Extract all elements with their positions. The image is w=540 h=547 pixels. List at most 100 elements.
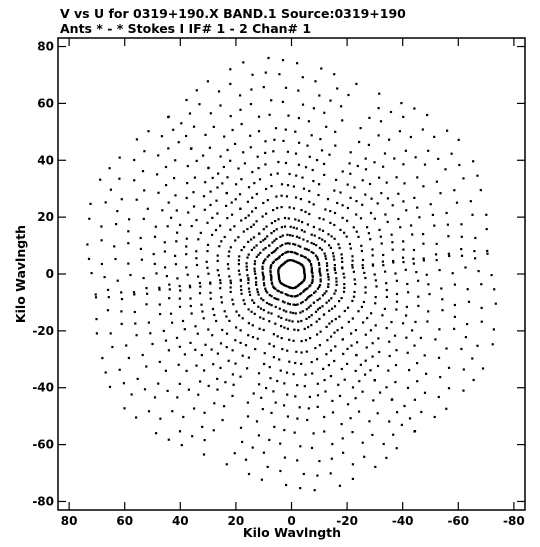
uv-point (300, 209, 303, 212)
uv-point (226, 176, 229, 179)
uv-point (299, 487, 302, 490)
uv-point (130, 393, 133, 396)
uv-point (311, 280, 314, 283)
uv-point (402, 240, 405, 243)
uv-point (227, 267, 230, 270)
uv-point (262, 451, 265, 454)
uv-point (237, 259, 240, 262)
uv-point (310, 233, 313, 236)
uv-point (277, 218, 280, 221)
uv-point (276, 289, 279, 292)
uv-point (330, 297, 333, 300)
uv-point (458, 163, 461, 167)
x-tick-label: 60 (116, 514, 133, 528)
uv-point (273, 425, 276, 428)
uv-point (299, 311, 302, 314)
uv-point (266, 465, 269, 468)
uv-point (299, 302, 303, 305)
uv-point (247, 472, 251, 476)
uv-point (237, 263, 240, 266)
uv-point (310, 361, 313, 364)
uv-point (326, 339, 329, 342)
uv-point (299, 254, 302, 257)
uv-point (206, 243, 210, 246)
uv-point (423, 354, 426, 357)
uv-point (166, 389, 169, 392)
uv-point (157, 154, 160, 157)
uv-point (277, 290, 280, 293)
uv-point (301, 310, 304, 313)
uv-point (342, 290, 346, 293)
uv-point (283, 404, 286, 407)
uv-point (302, 187, 306, 190)
uv-point (460, 235, 463, 238)
uv-point (190, 312, 193, 315)
uv-point (314, 347, 317, 350)
uv-point (251, 336, 255, 339)
uv-point (354, 329, 357, 332)
uv-point (187, 388, 190, 391)
x-tick-label: 20 (228, 514, 245, 528)
uv-point (231, 349, 234, 352)
uv-point (272, 390, 275, 393)
uv-point (360, 249, 363, 253)
uv-point (287, 286, 291, 289)
uv-point (270, 99, 273, 102)
uv-point (312, 242, 315, 246)
uv-point (388, 138, 391, 141)
uv-point (233, 225, 236, 228)
uv-point (195, 257, 198, 260)
uv-point (352, 226, 355, 229)
uv-point (220, 240, 223, 243)
uv-point (308, 295, 311, 298)
uv-point (477, 270, 480, 273)
uv-point (225, 315, 228, 318)
uv-point (262, 328, 265, 332)
uv-point (255, 281, 258, 284)
uv-point (438, 328, 441, 331)
uv-point (231, 298, 234, 301)
uv-point (273, 138, 276, 141)
uv-point (204, 181, 207, 184)
uv-point (405, 314, 408, 317)
uv-point (346, 206, 349, 210)
uv-point (409, 135, 412, 139)
uv-point (494, 302, 497, 305)
uv-point (207, 166, 210, 169)
uv-point (330, 235, 333, 238)
uv-point (300, 340, 303, 343)
uv-point (388, 420, 391, 423)
uv-point (280, 194, 283, 197)
uv-point (275, 297, 278, 300)
uv-point (300, 229, 303, 232)
uv-point (259, 307, 263, 310)
uv-point (383, 307, 386, 310)
uv-point (306, 223, 309, 226)
uv-point (324, 257, 328, 260)
uv-point (223, 235, 226, 239)
uv-point (257, 372, 261, 375)
uv-point (166, 225, 169, 228)
uv-point (318, 267, 321, 270)
uv-point (295, 252, 298, 255)
uv-point (145, 287, 148, 290)
uv-point (377, 337, 380, 340)
x-axis-label: Kilo Wavlngth (243, 525, 341, 540)
uv-point (314, 254, 318, 257)
uv-point (291, 295, 294, 298)
uv-point (231, 373, 234, 376)
uv-point (364, 373, 367, 376)
uv-point (390, 233, 393, 236)
uv-point (392, 433, 395, 436)
uv-point (373, 379, 376, 382)
uv-point (410, 224, 413, 227)
uv-point (305, 308, 308, 311)
uv-point (162, 329, 165, 332)
uv-point (291, 320, 294, 323)
x-axis-ticks: 80 60 40 20 0 -20 -40 -60 -80 (61, 38, 525, 528)
uv-point (333, 305, 337, 308)
uv-point (189, 341, 192, 344)
uv-point (286, 302, 290, 305)
uv-point (332, 252, 335, 255)
uv-point (256, 155, 259, 158)
